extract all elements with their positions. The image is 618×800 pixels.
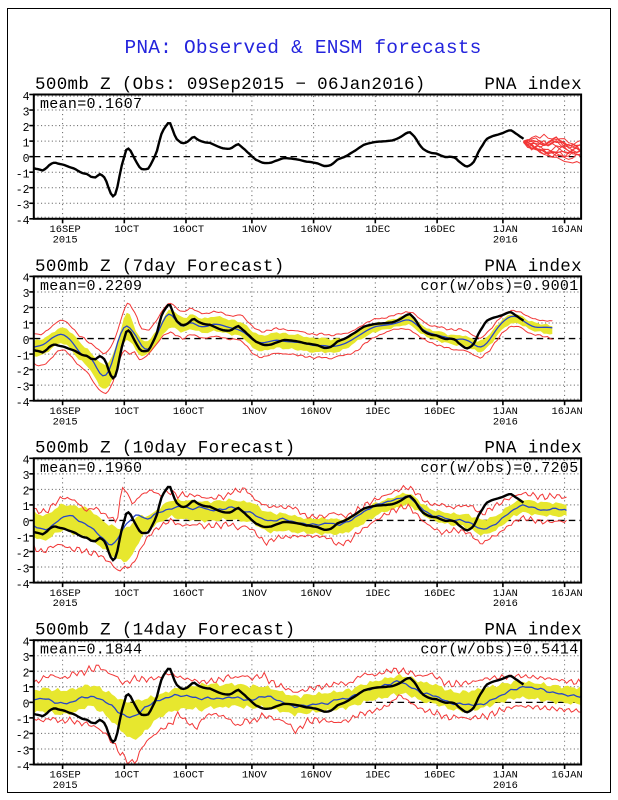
svg-text:1: 1 — [23, 137, 30, 150]
svg-text:2015: 2015 — [53, 234, 78, 246]
svg-text:500mb Z (14day Forecast): 500mb Z (14day Forecast) — [35, 621, 295, 641]
svg-text:-3: -3 — [16, 563, 30, 576]
svg-text:-1: -1 — [16, 350, 30, 363]
svg-text:0: 0 — [23, 699, 30, 712]
svg-text:0: 0 — [23, 517, 30, 530]
svg-text:3: 3 — [23, 652, 30, 665]
svg-text:1JAN: 1JAN — [493, 588, 518, 600]
svg-text:1JAN: 1JAN — [493, 224, 518, 236]
svg-text:-4: -4 — [16, 579, 30, 592]
svg-text:0: 0 — [23, 153, 30, 166]
svg-text:1OCT: 1OCT — [114, 224, 139, 236]
svg-text:500mb Z (10day Forecast): 500mb Z (10day Forecast) — [35, 439, 295, 459]
svg-text:4: 4 — [23, 455, 30, 468]
svg-text:2: 2 — [23, 486, 30, 499]
svg-text:PNA index: PNA index — [484, 75, 582, 95]
svg-text:3: 3 — [23, 106, 30, 119]
svg-text:-3: -3 — [16, 381, 30, 394]
svg-text:16NOV: 16NOV — [301, 588, 333, 600]
svg-text:cor(w/obs)=0.7205: cor(w/obs)=0.7205 — [420, 460, 578, 477]
svg-text:-1: -1 — [16, 714, 30, 727]
svg-text:mean=0.1607: mean=0.1607 — [40, 96, 142, 113]
svg-text:4: 4 — [23, 91, 30, 104]
svg-text:mean=0.1844: mean=0.1844 — [40, 642, 142, 659]
svg-text:1DEC: 1DEC — [365, 406, 390, 418]
svg-text:16JAN: 16JAN — [552, 406, 583, 418]
svg-text:16OCT: 16OCT — [173, 224, 204, 236]
svg-text:PNA: Observed & ENSM forecasts: PNA: Observed & ENSM forecasts — [124, 37, 481, 59]
svg-text:16DEC: 16DEC — [424, 770, 455, 782]
svg-text:16SEP: 16SEP — [50, 224, 81, 236]
svg-text:1: 1 — [23, 319, 30, 332]
svg-text:-2: -2 — [16, 548, 30, 561]
svg-text:16NOV: 16NOV — [301, 224, 333, 236]
svg-text:-4: -4 — [16, 397, 30, 410]
svg-text:3: 3 — [23, 470, 30, 483]
svg-text:16JAN: 16JAN — [552, 224, 583, 236]
svg-text:-4: -4 — [16, 761, 30, 774]
svg-text:1DEC: 1DEC — [365, 770, 390, 782]
svg-text:16DEC: 16DEC — [424, 588, 455, 600]
svg-text:2016: 2016 — [493, 780, 518, 792]
svg-text:2016: 2016 — [493, 234, 518, 246]
svg-text:2015: 2015 — [53, 416, 78, 428]
svg-text:2016: 2016 — [493, 416, 518, 428]
svg-text:16NOV: 16NOV — [301, 770, 333, 782]
svg-text:1: 1 — [23, 683, 30, 696]
svg-text:-2: -2 — [16, 184, 30, 197]
svg-text:1OCT: 1OCT — [114, 588, 139, 600]
svg-text:1: 1 — [23, 501, 30, 514]
svg-text:1NOV: 1NOV — [242, 406, 268, 418]
svg-text:16DEC: 16DEC — [424, 224, 455, 236]
svg-text:1DEC: 1DEC — [365, 588, 390, 600]
svg-text:1NOV: 1NOV — [242, 770, 268, 782]
svg-text:16OCT: 16OCT — [173, 588, 204, 600]
svg-text:PNA index: PNA index — [484, 439, 582, 459]
svg-text:16SEP: 16SEP — [50, 588, 81, 600]
svg-text:16OCT: 16OCT — [173, 406, 204, 418]
svg-text:1OCT: 1OCT — [114, 406, 139, 418]
svg-text:2: 2 — [23, 304, 30, 317]
svg-text:1NOV: 1NOV — [242, 588, 268, 600]
svg-text:-2: -2 — [16, 366, 30, 379]
svg-text:cor(w/obs)=0.5414: cor(w/obs)=0.5414 — [420, 642, 578, 659]
svg-text:mean=0.2209: mean=0.2209 — [40, 278, 142, 295]
svg-text:16NOV: 16NOV — [301, 406, 333, 418]
svg-text:500mb Z (Obs: 09Sep2015 − 06Ja: 500mb Z (Obs: 09Sep2015 − 06Jan2016) — [35, 75, 426, 95]
svg-text:16SEP: 16SEP — [50, 770, 81, 782]
svg-text:2: 2 — [23, 122, 30, 135]
svg-text:-1: -1 — [16, 168, 30, 181]
svg-text:16OCT: 16OCT — [173, 770, 204, 782]
svg-text:-3: -3 — [16, 745, 30, 758]
svg-text:1JAN: 1JAN — [493, 406, 518, 418]
svg-text:PNA index: PNA index — [484, 257, 582, 277]
svg-text:-4: -4 — [16, 215, 30, 228]
svg-text:0: 0 — [23, 335, 30, 348]
svg-text:16JAN: 16JAN — [552, 588, 583, 600]
svg-text:16JAN: 16JAN — [552, 770, 583, 782]
svg-text:mean=0.1960: mean=0.1960 — [40, 460, 142, 477]
svg-text:cor(w/obs)=0.9001: cor(w/obs)=0.9001 — [420, 278, 578, 295]
svg-text:16DEC: 16DEC — [424, 406, 455, 418]
svg-text:-3: -3 — [16, 200, 30, 213]
svg-text:1JAN: 1JAN — [493, 770, 518, 782]
svg-text:2015: 2015 — [53, 598, 78, 610]
svg-text:PNA index: PNA index — [484, 621, 582, 641]
svg-text:16SEP: 16SEP — [50, 406, 81, 418]
svg-text:4: 4 — [23, 273, 30, 286]
svg-text:1OCT: 1OCT — [114, 770, 139, 782]
svg-text:4: 4 — [23, 637, 30, 650]
svg-text:1DEC: 1DEC — [365, 224, 390, 236]
svg-text:2015: 2015 — [53, 780, 78, 792]
svg-text:500mb Z (7day Forecast): 500mb Z (7day Forecast) — [35, 257, 285, 277]
svg-text:2: 2 — [23, 668, 30, 681]
svg-text:2016: 2016 — [493, 598, 518, 610]
svg-text:3: 3 — [23, 288, 30, 301]
svg-text:-1: -1 — [16, 532, 30, 545]
svg-text:-2: -2 — [16, 730, 30, 743]
svg-text:1NOV: 1NOV — [242, 224, 268, 236]
